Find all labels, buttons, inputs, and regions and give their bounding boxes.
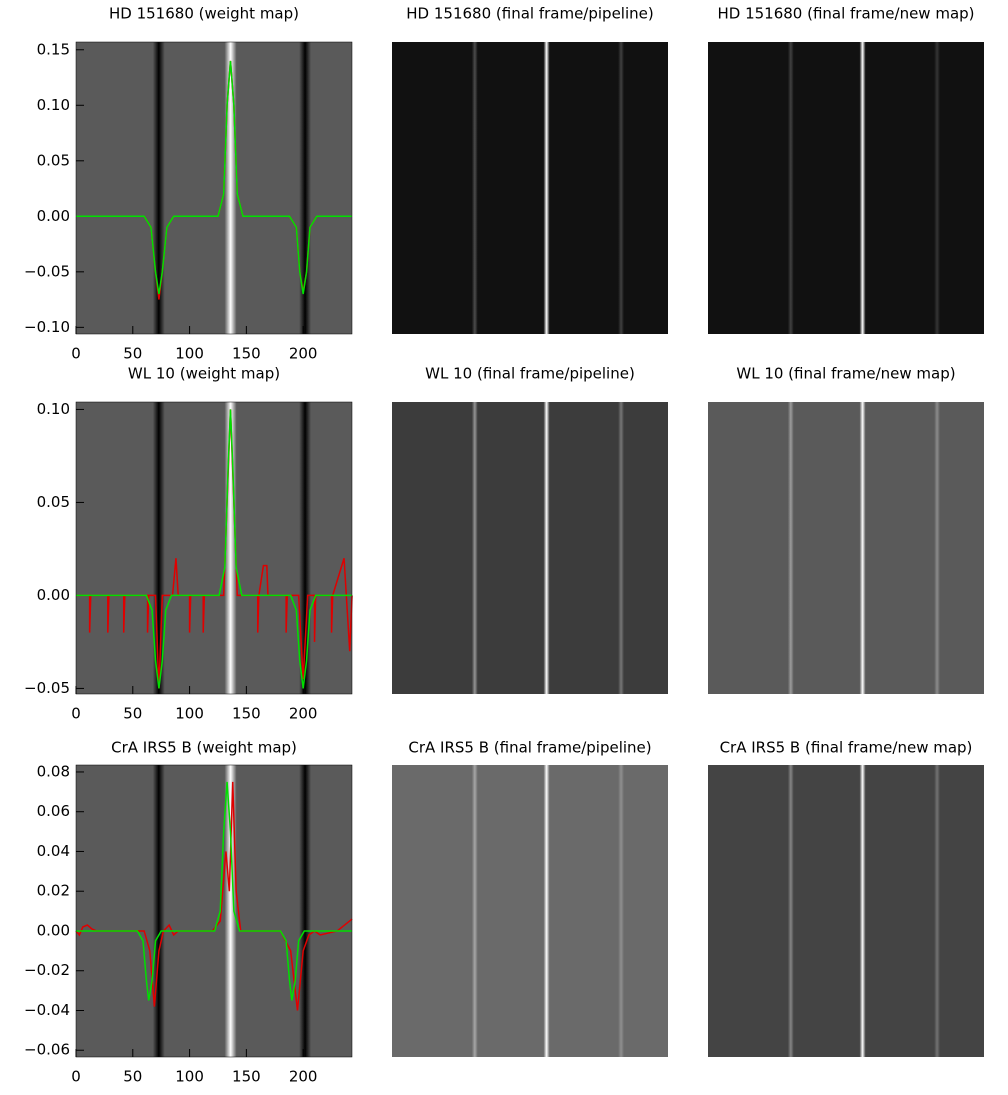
series-line: [76, 781, 352, 1001]
x-tick-label: 200: [289, 345, 318, 363]
y-tick-label: −0.10: [24, 318, 70, 336]
panel-title: HD 151680 (weight map): [109, 5, 299, 23]
x-tick-label: 0: [71, 1068, 81, 1086]
frame-image: [392, 765, 668, 1057]
y-tick-label: 0.10: [37, 400, 70, 418]
frame-stripe: [618, 402, 625, 694]
frame-stripe: [859, 42, 866, 334]
frame-stripe: [787, 42, 794, 334]
frame-stripe: [787, 765, 794, 1057]
plot-frame: [75, 764, 353, 1058]
frame-stripe: [787, 402, 794, 694]
y-tick-label: −0.05: [24, 679, 70, 697]
frame-stripe: [543, 765, 550, 1057]
frame-image: [708, 42, 984, 334]
x-tick-label: 100: [175, 1068, 204, 1086]
weight-map-stripe: [299, 765, 312, 1057]
y-tick-label: 0.05: [37, 493, 70, 511]
frame-stripe: [543, 42, 550, 334]
y-tick-label: 0.00: [37, 586, 70, 604]
x-tick-label: 150: [232, 705, 261, 723]
frame-stripe: [934, 42, 941, 334]
x-tick-label: 0: [71, 705, 81, 723]
weight-map-stripe: [152, 765, 165, 1057]
weight-map-stripe: [299, 402, 312, 694]
panel-title: WL 10 (final frame/pipeline): [425, 365, 635, 383]
frame-stripe: [471, 402, 478, 694]
frame-stripe: [471, 765, 478, 1057]
weight-map-stripe: [224, 765, 237, 1057]
series-line: [76, 409, 352, 689]
panel-title: CrA IRS5 B (final frame/pipeline): [408, 739, 651, 757]
x-tick-label: 150: [232, 345, 261, 363]
frame-stripe: [543, 402, 550, 694]
y-tick-label: −0.05: [24, 262, 70, 280]
x-tick-label: 50: [123, 345, 142, 363]
frame-stripe: [471, 42, 478, 334]
panel-title: CrA IRS5 B (weight map): [111, 739, 297, 757]
y-tick-label: −0.04: [24, 1001, 70, 1019]
panel-title: WL 10 (weight map): [128, 365, 280, 383]
x-tick-label: 200: [289, 1068, 318, 1086]
x-tick-label: 0: [71, 345, 81, 363]
panel-title: CrA IRS5 B (final frame/new map): [720, 739, 973, 757]
y-tick-label: 0.05: [37, 151, 70, 169]
y-tick-label: 0.15: [37, 40, 70, 58]
series-line: [76, 60, 352, 295]
y-tick-label: 0.08: [37, 762, 70, 780]
frame-stripe: [618, 42, 625, 334]
frame-stripe: [859, 765, 866, 1057]
x-tick-label: 150: [232, 1068, 261, 1086]
y-tick-label: 0.10: [37, 96, 70, 114]
plot-frame: [75, 41, 353, 335]
panel-title: HD 151680 (final frame/new map): [717, 5, 974, 23]
frame-image: [392, 402, 668, 694]
frame-image: [392, 42, 668, 334]
y-tick-label: −0.06: [24, 1041, 70, 1059]
weight-map-stripe: [152, 42, 165, 334]
panel-title: HD 151680 (final frame/pipeline): [406, 5, 653, 23]
y-tick-label: 0.00: [37, 207, 70, 225]
plot-frame: [75, 401, 353, 695]
panel-title: WL 10 (final frame/new map): [736, 365, 955, 383]
frame-image: [708, 765, 984, 1057]
x-tick-label: 50: [123, 1068, 142, 1086]
y-tick-label: 0.04: [37, 842, 70, 860]
frame-stripe: [934, 402, 941, 694]
frame-stripe: [934, 765, 941, 1057]
y-tick-label: 0.00: [37, 921, 70, 939]
x-tick-label: 50: [123, 705, 142, 723]
y-tick-label: 0.06: [37, 802, 70, 820]
x-tick-label: 100: [175, 345, 204, 363]
x-tick-label: 100: [175, 705, 204, 723]
frame-stripe: [859, 402, 866, 694]
y-tick-label: −0.02: [24, 961, 70, 979]
frame-image: [708, 402, 984, 694]
frame-stripe: [618, 765, 625, 1057]
weight-map-stripe: [299, 42, 312, 334]
y-tick-label: 0.02: [37, 882, 70, 900]
weight-map-stripe: [224, 42, 237, 334]
x-tick-label: 200: [289, 705, 318, 723]
